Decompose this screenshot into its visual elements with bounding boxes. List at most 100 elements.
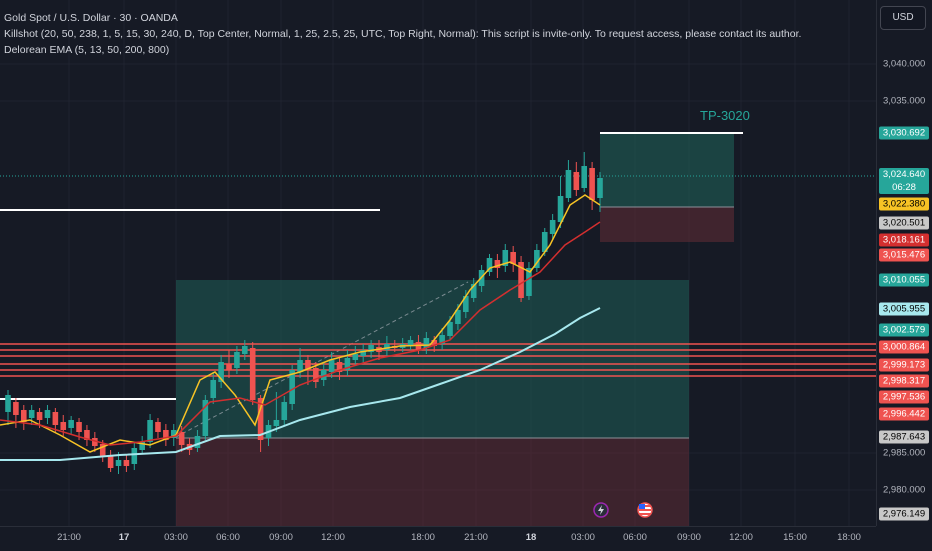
candle-body <box>510 252 516 264</box>
time-tick: 18:00 <box>837 532 861 543</box>
candle-body <box>273 420 280 426</box>
price-tag-gray: 2,987.643 <box>879 430 929 444</box>
price-tick: 2,980.000 <box>883 484 926 496</box>
chart-area[interactable]: TP-3020 Gold Spot / U.S. Dollar · 30 · O… <box>0 0 876 526</box>
candle-body <box>99 444 106 456</box>
candle-body <box>549 220 556 234</box>
candle-body <box>407 340 414 346</box>
candle-body <box>281 402 288 420</box>
candle-body <box>218 362 224 382</box>
candle-body <box>163 430 169 440</box>
price-tag-ema-fast: 3,022.380 <box>879 197 929 211</box>
candle-body <box>194 436 201 448</box>
candle-body <box>384 344 390 350</box>
us-flag-icon[interactable] <box>637 502 653 518</box>
candle-body <box>226 364 232 370</box>
candle-body <box>257 398 264 440</box>
candle-body <box>68 420 74 428</box>
price-tag-level: 2,998.317 <box>879 374 929 388</box>
candle-body <box>28 410 35 418</box>
candle-body <box>368 345 374 352</box>
time-tick-day: 17 <box>118 532 130 543</box>
price-tag-gray: 3,020.501 <box>879 216 929 230</box>
candle-body <box>463 296 469 312</box>
ema-mid-line <box>0 221 601 446</box>
currency-button[interactable]: USD <box>880 6 926 30</box>
indicator-killshot[interactable]: Killshot (20, 50, 238, 1, 5, 15, 30, 240… <box>4 28 802 40</box>
price-tag-target: 3,010.055 <box>879 273 929 287</box>
time-tick: 18:00 <box>411 532 435 543</box>
price-tag-tp: 3,030.692 <box>879 126 929 140</box>
event-icon[interactable] <box>593 502 609 518</box>
candle-body <box>589 168 595 200</box>
candle-body <box>494 260 501 268</box>
time-tick: 12:00 <box>729 532 753 543</box>
candle-body <box>360 350 366 356</box>
time-tick: 21:00 <box>464 532 488 543</box>
candle-body <box>313 368 319 382</box>
time-tick: 03:00 <box>164 532 188 543</box>
candle-body <box>92 438 98 446</box>
price-tag-gray: 2,976.149 <box>879 507 929 521</box>
bar-countdown: 06:28 <box>892 182 916 193</box>
candle-body <box>502 250 509 266</box>
candle-body <box>597 178 603 198</box>
tp-position-profit-zone <box>600 134 734 207</box>
candle-body <box>107 455 114 468</box>
last-price-value: 3,024.640 <box>882 169 926 180</box>
candle-body <box>84 430 90 440</box>
candle-body <box>155 422 161 432</box>
candle-body <box>534 250 540 268</box>
time-axis[interactable]: 21:00 17 03:00 06:00 09:00 12:00 18:00 2… <box>0 526 876 551</box>
candle-body <box>352 354 359 360</box>
candle-body <box>178 432 185 445</box>
price-tag-ema-mid: 3,018.161 <box>879 233 929 247</box>
price-tick: 2,985.000 <box>883 447 926 459</box>
price-tag-level: 2,997.536 <box>879 390 929 404</box>
candle-body <box>242 346 248 354</box>
price-tick: 3,035.000 <box>883 95 926 107</box>
candle-body <box>486 258 493 272</box>
price-tag-stop: 3,015.476 <box>879 248 929 262</box>
candle-body <box>328 360 335 372</box>
price-tick: 3,040.000 <box>883 58 926 70</box>
tp-position-loss-zone <box>600 207 734 242</box>
candle-body <box>115 460 122 466</box>
time-tick: 06:00 <box>216 532 240 543</box>
price-tag-level: 2,999.173 <box>879 358 929 372</box>
ema-fast-line <box>0 194 601 453</box>
indicator-delorean-ema[interactable]: Delorean EMA (5, 13, 50, 200, 800) <box>4 44 170 56</box>
candle-body <box>518 262 524 298</box>
candle-body <box>541 232 548 252</box>
ema-slow-line <box>0 307 601 461</box>
candle-body <box>423 338 430 348</box>
candle-body <box>557 196 564 222</box>
price-axis[interactable]: 3,040.000 3,035.000 2,985.000 2,980.000 … <box>876 0 932 526</box>
candle-body <box>320 370 327 380</box>
tp-label: TP-3020 <box>700 108 750 123</box>
price-tag-ema-slow: 3,005.955 <box>879 302 929 316</box>
time-tick: 09:00 <box>269 532 293 543</box>
time-tick-day: 18 <box>525 532 537 543</box>
candle-body <box>305 360 311 370</box>
candle-body <box>202 400 209 436</box>
candle-body <box>447 322 453 336</box>
time-tick: 06:00 <box>623 532 647 543</box>
candle-body <box>470 284 477 298</box>
time-tick: 21:00 <box>57 532 81 543</box>
candle-body <box>20 410 27 422</box>
candle-body <box>297 360 303 372</box>
candle-body <box>565 170 572 198</box>
candle-body <box>60 422 67 430</box>
price-tag-level: 3,000.864 <box>879 340 929 354</box>
candlestick-chart[interactable]: TP-3020 <box>0 0 876 526</box>
time-tick: 09:00 <box>677 532 701 543</box>
candle-body <box>526 268 532 296</box>
time-tick: 03:00 <box>571 532 595 543</box>
symbol-title[interactable]: Gold Spot / U.S. Dollar · 30 · OANDA <box>4 12 178 24</box>
candle-body <box>13 402 19 415</box>
candle-body <box>5 395 11 412</box>
candle-body <box>52 412 59 425</box>
chart-legend: Gold Spot / U.S. Dollar · 30 · OANDA Kil… <box>4 10 801 58</box>
candle-body <box>170 430 177 438</box>
